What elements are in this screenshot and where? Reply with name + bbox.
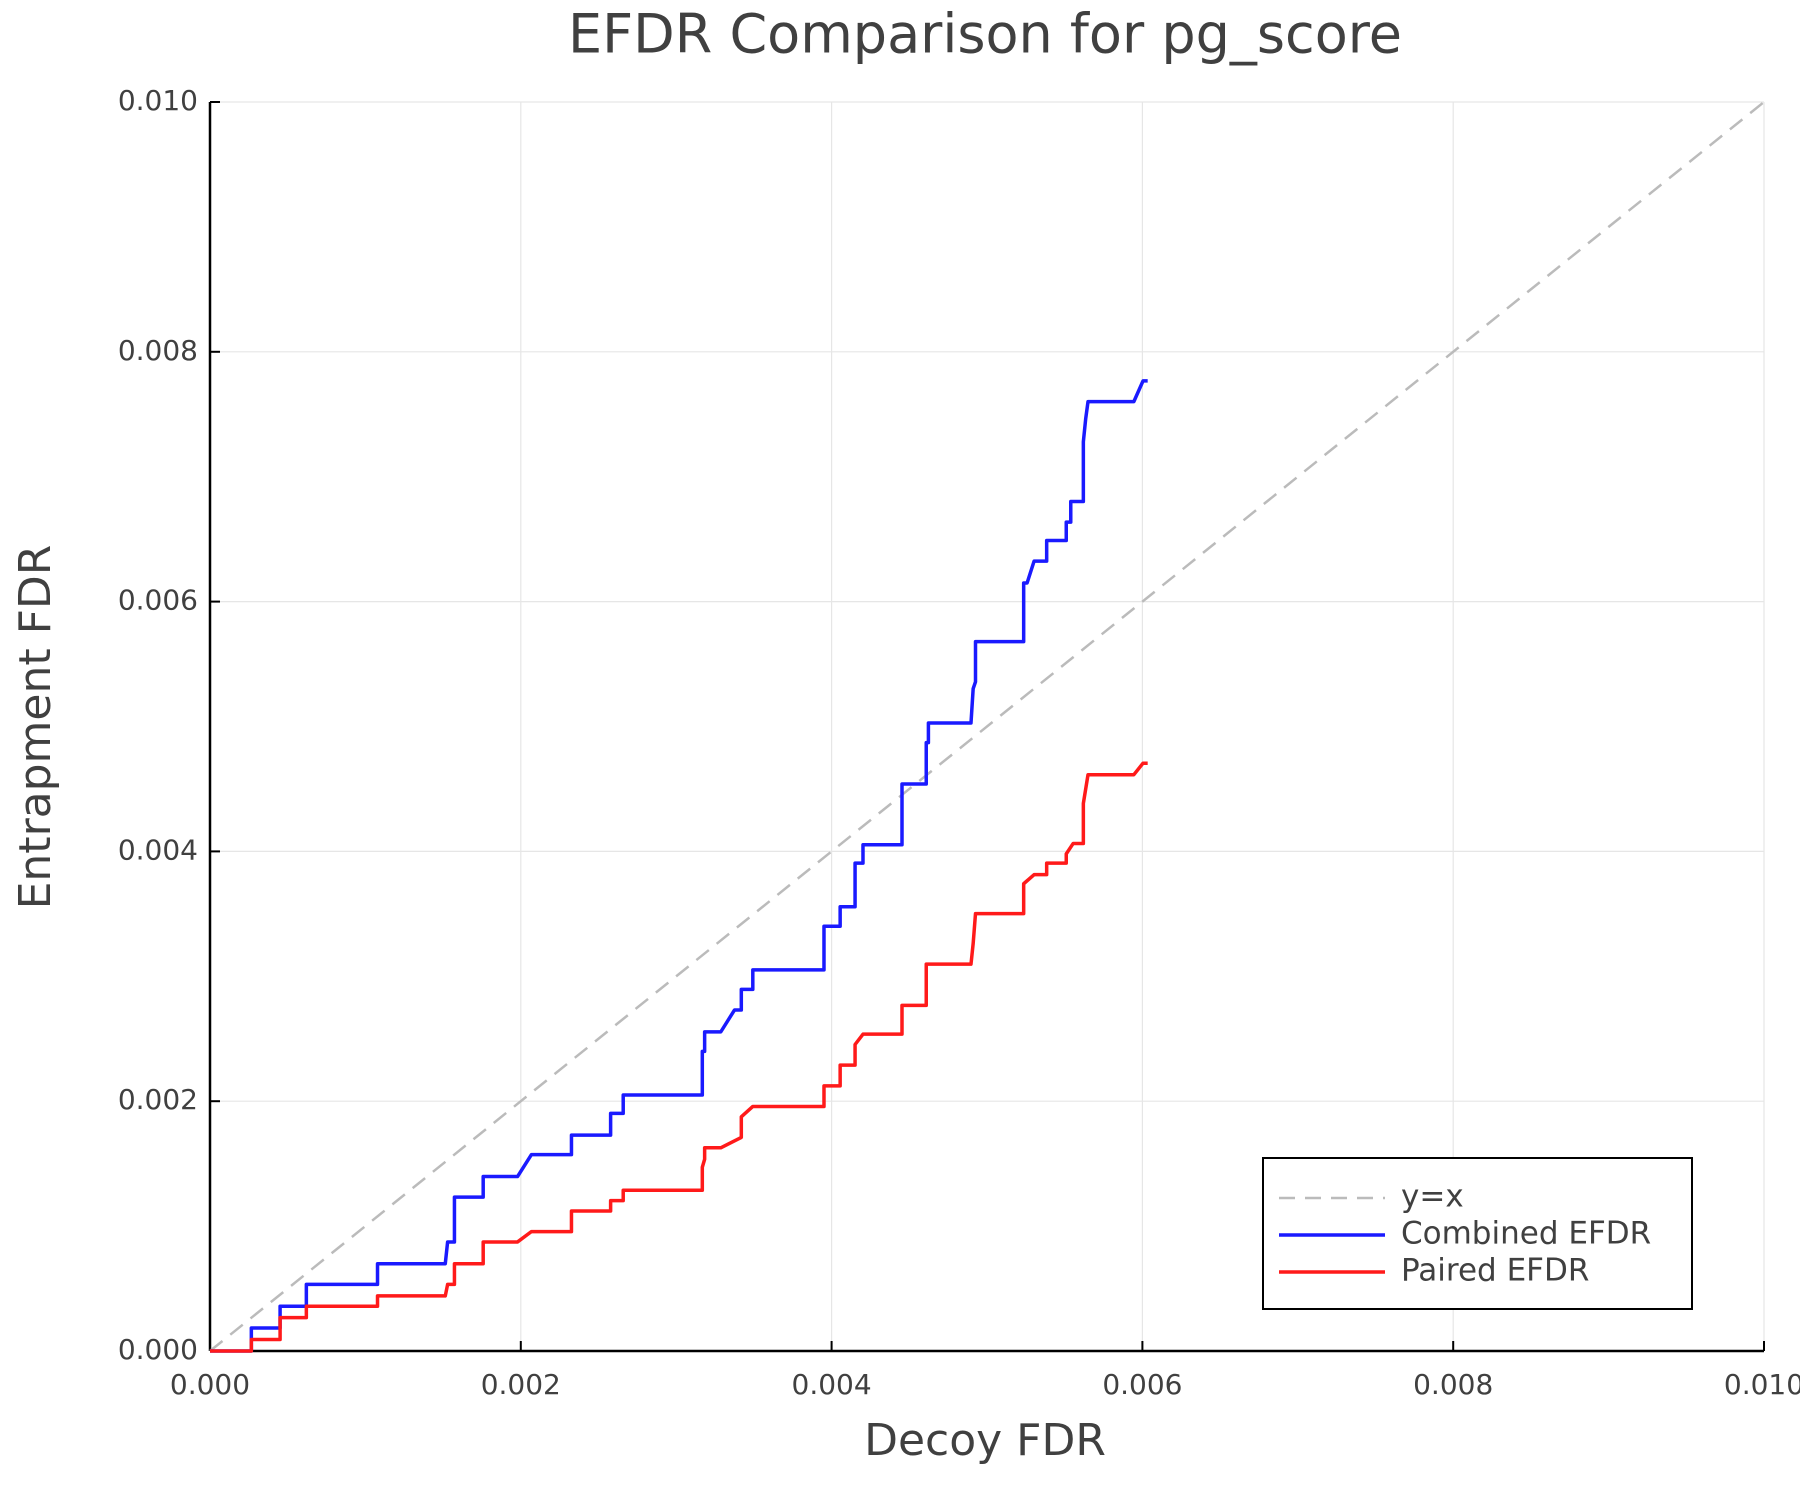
x-tick-label: 0.002 [481,1368,561,1401]
line-series [209,101,1765,1352]
y-tick-label: 0.000 [118,1333,198,1366]
y-tick-label: 0.004 [118,833,198,866]
line-series [210,379,1148,1353]
line-series [210,761,1148,1353]
x-tick-label: 0.000 [170,1368,250,1401]
y-tick-label: 0.010 [118,84,198,117]
legend-label: y=x [1401,1179,1464,1215]
x-tick-label: 0.008 [1413,1368,1493,1401]
y-tick-label: 0.006 [118,584,198,617]
x-tick-label: 0.010 [1724,1368,1800,1401]
legend-label: Paired EFDR [1401,1253,1589,1289]
chart-title: EFDR Comparison for pg_score [568,3,1402,66]
y-tick-label: 0.008 [118,334,198,367]
x-tick-label: 0.006 [1102,1368,1182,1401]
x-axis-label: Decoy FDR [864,1415,1106,1466]
y-tick-label: 0.002 [118,1083,198,1116]
y-axis-label: Entrapment FDR [10,545,61,910]
x-tick-label: 0.004 [792,1368,872,1401]
legend-label: Combined EFDR [1401,1216,1651,1252]
